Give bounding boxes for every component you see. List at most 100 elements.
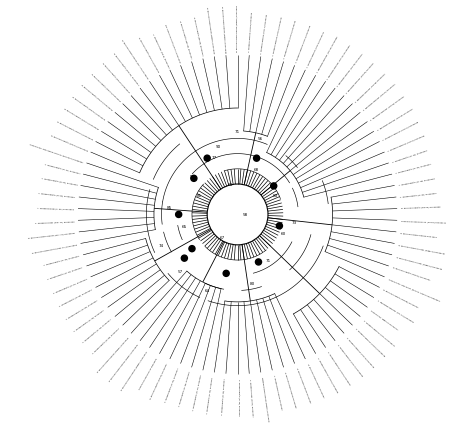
Text: Cuhnella sp. MBR 97 KY230577: Cuhnella sp. MBR 97 KY230577 (370, 309, 398, 330)
Text: 80: 80 (250, 281, 255, 285)
Text: N. aquilinus Boca Lindos (NaB01) KY230547: N. aquilinus Boca Lindos (NaB01) KY23054… (121, 351, 148, 391)
Text: C. faldepa Campus (CIC14) KY230366: C. faldepa Campus (CIC14) KY230366 (295, 25, 311, 63)
Text: C. faldepa Jardín (CJ.13) KY230547: C. faldepa Jardín (CJ.13) KY230547 (83, 319, 113, 343)
Text: N. aquilinus Jardín (NaJ.02) KY230520: N. aquilinus Jardín (NaJ.02) KY230520 (72, 96, 105, 121)
Text: 57: 57 (178, 270, 183, 274)
Text: C. faldepa Jardín (CJ.16) KY230343: C. faldepa Jardín (CJ.16) KY230343 (392, 150, 428, 163)
Text: C. faldepa Campus (CIC18) KY230362: C. faldepa Campus (CIC18) KY230362 (249, 12, 253, 52)
Text: N. aquilinus Boca Lindos (NaB02) KY230545: N. aquilinus Boca Lindos (NaB02) KY23054… (97, 336, 129, 372)
Circle shape (254, 156, 260, 162)
Text: C. Middopa Campus (CIC11) KY230369: C. Middopa Campus (CIC11) KY230369 (327, 44, 351, 79)
Text: C. faldepa Campus (CIC13) KY230367: C. faldepa Campus (CIC13) KY230367 (306, 31, 325, 68)
Text: C. faldepa Jardín (CJ.11) KY230567: C. faldepa Jardín (CJ.11) KY230567 (44, 164, 80, 175)
Text: C. faldepa Campus (CIC01) KY230340: C. faldepa Campus (CIC01) KY230340 (388, 135, 425, 152)
Text: C. faldepa Lindos (CLK1) KY230627: C. faldepa Lindos (CLK1) KY230627 (249, 377, 253, 415)
Text: N. aquilinus Boca State (NaL.11) KY230568: N. aquilinus Boca State (NaL.11) KY23056… (31, 244, 77, 254)
Text: C. faldepa Campus (CJC26) KY230582: C. faldepa Campus (CJC26) KY230582 (317, 357, 338, 392)
Text: N. aquilinus Jardín (NaJ.12) KY230565: N. aquilinus Jardín (NaJ.12) KY230565 (137, 37, 158, 73)
Text: N. aquilinus Boca Lindos (NaB12) KY230548: N. aquilinus Boca Lindos (NaB12) KY23054… (221, 6, 227, 52)
Text: C. faldepa Lindos (NaL.11) KY230526: C. faldepa Lindos (NaL.11) KY230526 (35, 220, 74, 223)
Text: N. aquilinus Jardín (NaJ01) KY230532: N. aquilinus Jardín (NaJ01) KY230532 (392, 267, 430, 281)
Text: N. aquilinus Jardín (NaJ.13) KY230554: N. aquilinus Jardín (NaJ.13) KY230554 (91, 73, 120, 103)
Text: N. aquilinus Jardín (NaJ.04) KY230529: N. aquilinus Jardín (NaJ.04) KY230529 (81, 84, 113, 111)
Text: C. faldepa Jardín (CJ.02) KY230569: C. faldepa Jardín (CJ.02) KY230569 (41, 178, 77, 186)
Text: N. aquilinus Boca Lindos (NaL.14) KY230541: N. aquilinus Boca Lindos (NaL.14) KY2305… (120, 39, 148, 79)
Text: 63: 63 (228, 183, 233, 187)
Text: 67: 67 (220, 236, 225, 240)
Text: C. Middopa Campus (CIC09) KY230371: C. Middopa Campus (CIC09) KY230371 (346, 62, 375, 94)
Text: 73: 73 (292, 221, 297, 225)
Text: N. aquilinus Boca Lindos KY230595: N. aquilinus Boca Lindos KY230595 (284, 371, 296, 407)
Text: N. aquilinus Boca Lindos KY230596: N. aquilinus Boca Lindos KY230596 (295, 367, 310, 403)
Text: C. faldepa Jardín (CJ.05) KY230553: C. faldepa Jardín (CJ.05) KY230553 (59, 288, 93, 307)
Text: C. faldepa Jardín (CJ.03) KY230559: C. faldepa Jardín (CJ.03) KY230559 (38, 192, 75, 198)
Text: C. faldepa Campus (CIC02) KY230348: C. faldepa Campus (CIC02) KY230348 (383, 121, 419, 141)
Text: 71: 71 (265, 259, 271, 262)
Text: C. faldepa Jardín (CJ.17) KY230629: C. faldepa Jardín (CJ.17) KY230629 (193, 374, 203, 410)
Text: Cuhnella pseudalexicus KJn61008: Cuhnella pseudalexicus KJn61008 (139, 357, 158, 389)
Text: C. faldepa Jardín (CJ.30) KY230339: C. faldepa Jardín (CJ.30) KY230339 (400, 192, 437, 198)
Text: C. faldepa Campus (CIC15) KY230365: C. faldepa Campus (CIC15) KY230365 (284, 20, 297, 59)
Text: C. faldepa Jardín (CJ.19) KY230342: C. faldepa Jardín (CJ.19) KY230342 (395, 164, 431, 175)
Text: C. faldepa Jardín (CJ.15) KY230626: C. faldepa Jardín (CJ.15) KY230626 (237, 378, 238, 414)
Text: C. faldepa Campus (CIC17) KY230363: C. faldepa Campus (CIC17) KY230363 (261, 14, 268, 54)
Text: N. aquilinus Jardín (NaL.04) KY230561: N. aquilinus Jardín (NaL.04) KY230561 (112, 53, 138, 86)
Text: Cuhnella sp. CMC-Na98 (from N. aquilinus) KJ838896: Cuhnella sp. CMC-Na98 (from N. aquilinus… (29, 144, 83, 163)
Text: Nardinger Boca Lindos (NaB12) KY230593: Nardinger Boca Lindos (NaB12) KY230593 (261, 376, 269, 421)
Text: N. aquilinus Boca Lindos (NaB21) KY230546: N. aquilinus Boca Lindos (NaB21) KY23054… (109, 343, 138, 382)
Text: C. faldepa Jardín (CJ.18) KY230630: C. faldepa Jardín (CJ.18) KY230630 (179, 371, 191, 406)
Text: C. faldepa Jardín (CJ.30) KY230631: C. faldepa Jardín (CJ.30) KY230631 (165, 367, 180, 402)
Text: C. Middopa Campus (CIC 13) KY230584: C. Middopa Campus (CIC 13) KY230584 (377, 299, 413, 322)
Text: C. faldepa Jardín (CJ.08) KY230573: C. faldepa Jardín (CJ.08) KY230573 (93, 328, 120, 354)
Text: C. Middopa Campus (CIC07) KY230374: C. Middopa Campus (CIC07) KY230374 (363, 83, 396, 111)
Text: C. faldepa Boca Lindos KY230594: C. faldepa Boca Lindos KY230594 (273, 374, 282, 409)
Text: 58: 58 (243, 213, 248, 217)
Text: N. aquilinus Jardín (Pal.69) KY230444: N. aquilinus Jardín (Pal.69) KY230444 (192, 17, 203, 56)
Text: C. faldepa Jardín (CJ.19) KY230628: C. faldepa Jardín (CJ.19) KY230628 (208, 376, 215, 413)
Text: C. faldepa Campus (CIC22) KY230578: C. faldepa Campus (CIC22) KY230578 (355, 328, 385, 357)
Text: N. aquilinus Jardín (NaJ.10) KY230506: N. aquilinus Jardín (NaJ.10) KY230506 (50, 135, 88, 152)
Text: C. Middopa Campus (CIC05) KY230372: C. Middopa Campus (CIC05) KY230372 (377, 108, 413, 131)
Circle shape (271, 184, 277, 190)
Text: 85: 85 (166, 205, 172, 209)
Text: N. aquilinus Boca Lindos KJn61001: N. aquilinus Boca Lindos KJn61001 (400, 232, 437, 237)
Text: 90: 90 (216, 145, 221, 149)
Circle shape (255, 259, 262, 265)
Text: T. N. aquilinus Jardín (Pal.17) KY230544: T. N. aquilinus Jardín (Pal.17) KY230544 (163, 23, 180, 63)
Text: 56: 56 (258, 137, 263, 141)
Text: 60: 60 (281, 232, 286, 236)
Text: C. faldepa Jardín (CJ.16) KY230563: C. faldepa Jardín (CJ.16) KY230563 (44, 255, 80, 266)
Text: Cuhnella sp. CMCNa04 (from N. aquilinus) KJB33515: Cuhnella sp. CMCNa04 (from N. aquilinus)… (388, 278, 440, 301)
Text: Cuhnella pseudalexicus (NaJ20) KY230217: Cuhnella pseudalexicus (NaJ20) KY230217 (401, 220, 446, 223)
Text: C. faldepa Campus (CIC23) KY230579: C. faldepa Campus (CIC23) KY230579 (346, 336, 374, 367)
Circle shape (182, 256, 187, 262)
Text: C. faldepa Jardín (CJ.07) KY230543: C. faldepa Jardín (CJ.07) KY230543 (53, 278, 88, 294)
Circle shape (176, 212, 182, 218)
Text: N. aquilinus Jardín (NaJ18) KY230522: N. aquilinus Jardín (NaJ18) KY230522 (383, 288, 419, 308)
Circle shape (276, 223, 283, 229)
Text: 71: 71 (235, 130, 240, 133)
Text: C. faldepa Jardín (CJ.19) KY230560: C. faldepa Jardín (CJ.19) KY230560 (74, 309, 105, 332)
Text: C. Middopa Campus (CIC06) KY230375: C. Middopa Campus (CIC06) KY230375 (370, 95, 405, 121)
Text: 64: 64 (205, 289, 210, 293)
Text: 92: 92 (189, 175, 195, 179)
Text: N. aquilinus Jardín (Pal.06) KY230527: N. aquilinus Jardín (Pal.06) KY230527 (178, 20, 191, 59)
Circle shape (223, 271, 229, 277)
Circle shape (191, 176, 197, 182)
Text: 77: 77 (212, 156, 218, 160)
Text: N. aquilinus Boca Unidos (NaB02) KY230536: N. aquilinus Boca Unidos (NaB02) KY23053… (395, 256, 442, 269)
Text: C. faldepa Campus (CIC24) KY230580: C. faldepa Campus (CIC24) KY230580 (337, 343, 363, 376)
Text: C. faldepa Jardín (CJ.10) KY230566: C. faldepa Jardín (CJ.10) KY230566 (48, 267, 83, 280)
Text: 65: 65 (182, 225, 187, 228)
Text: 81: 81 (197, 194, 202, 198)
Text: A. faldepa glexal (CJ.05) KY230564: A. faldepa glexal (CJ.05) KY230564 (37, 207, 74, 210)
Text: N. aquilinus Boca Lindos (NaB10) KY230546: N. aquilinus Boca Lindos (NaB10) KY23054… (206, 7, 215, 54)
Text: N. aquilinus Boca Lindos KY230597: N. aquilinus Boca Lindos KY230597 (307, 363, 323, 397)
Text: C. faldepa Lindos (NaJ.5) KY230523: C. faldepa Lindos (NaJ.5) KY230523 (152, 33, 169, 68)
Circle shape (204, 156, 210, 162)
Text: N. aquilinus Boca Lindos (NaB15) KY230560: N. aquilinus Boca Lindos (NaB15) KY23056… (237, 5, 238, 52)
Text: C. faldepa Campus (CJC25) KY230581: C. faldepa Campus (CJC25) KY230581 (327, 351, 351, 385)
Text: C. faldepa Jardín (CJ.16) KY230627: C. faldepa Jardín (CJ.16) KY230627 (222, 377, 227, 414)
Text: N. aquilinus Jardín (NaJ.05) KY230562: N. aquilinus Jardín (NaJ.05) KY230562 (101, 63, 129, 94)
Text: C. Middopa Campus (CIC12) KY230368: C. Middopa Campus (CIC12) KY230368 (317, 36, 338, 73)
